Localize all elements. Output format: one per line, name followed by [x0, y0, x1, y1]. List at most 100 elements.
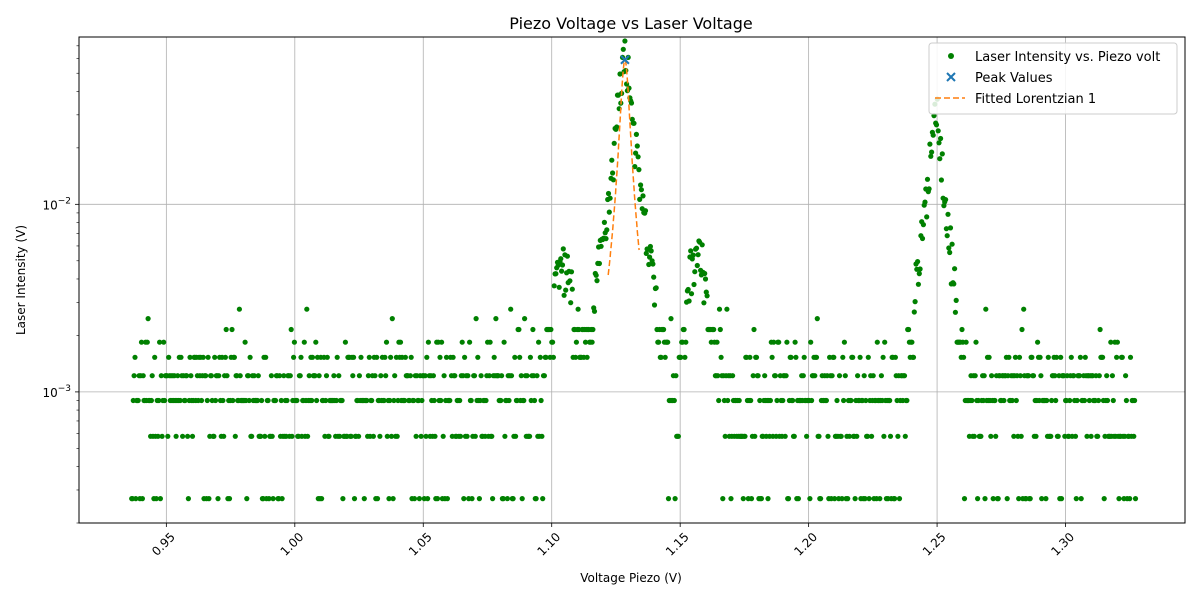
data-point — [607, 195, 613, 201]
data-point — [465, 373, 471, 379]
data-point — [441, 373, 447, 379]
data-point — [268, 373, 274, 379]
data-point — [323, 373, 330, 379]
fitted-lorentzian-line — [607, 58, 640, 276]
peak-marker — [620, 55, 630, 65]
data-point — [795, 496, 802, 502]
data-point — [825, 433, 831, 439]
data-point — [390, 496, 396, 502]
data-point — [1101, 496, 1107, 502]
data-point — [647, 243, 654, 250]
data-point — [153, 496, 159, 502]
data-point — [350, 373, 356, 379]
data-point — [650, 261, 656, 267]
data-point — [1044, 397, 1050, 404]
data-point — [527, 354, 534, 360]
data-point — [294, 397, 300, 404]
data-point — [1033, 433, 1039, 439]
data-point — [596, 260, 603, 267]
data-point — [356, 433, 362, 439]
data-point — [1058, 496, 1065, 502]
data-point — [284, 397, 290, 404]
data-point — [1052, 373, 1058, 379]
data-point — [593, 272, 599, 278]
legend: Laser Intensity vs. Piezo volt Peak Valu… — [928, 42, 1178, 115]
data-point — [784, 339, 790, 345]
data-point — [178, 354, 184, 360]
data-point — [807, 496, 813, 502]
data-point — [591, 308, 598, 314]
data-point — [874, 339, 880, 345]
data-point — [711, 326, 717, 333]
data-point — [249, 433, 255, 439]
data-point — [944, 233, 950, 239]
data-point — [230, 397, 236, 404]
data-point — [683, 339, 689, 345]
data-point — [513, 433, 519, 439]
data-point — [1012, 354, 1019, 360]
data-point — [439, 339, 445, 345]
data-point — [550, 354, 557, 360]
data-point — [648, 248, 654, 254]
data-point — [943, 197, 949, 203]
data-point — [242, 339, 248, 345]
data-point — [389, 316, 395, 322]
data-point — [1018, 433, 1024, 439]
data-point — [538, 397, 544, 404]
data-point — [388, 354, 394, 360]
data-point — [892, 354, 899, 360]
data-point — [631, 120, 637, 126]
data-point — [266, 496, 272, 502]
data-point — [952, 266, 958, 272]
data-point — [854, 433, 860, 439]
data-point — [938, 135, 944, 142]
data-point — [594, 278, 600, 284]
data-point — [530, 326, 536, 333]
data-point — [1049, 397, 1055, 404]
data-point — [767, 397, 774, 404]
data-point — [457, 433, 464, 439]
data-point — [841, 339, 848, 345]
data-point — [392, 373, 398, 379]
data-point — [975, 496, 981, 502]
data-point — [582, 339, 589, 345]
data-point — [1013, 397, 1019, 404]
data-point — [490, 496, 496, 502]
data-point — [467, 339, 473, 345]
data-point — [919, 235, 926, 242]
data-point — [356, 373, 362, 379]
data-point — [1027, 496, 1033, 502]
data-point — [437, 354, 443, 360]
data-point — [351, 496, 358, 502]
data-point — [928, 153, 934, 159]
data-point — [553, 271, 559, 277]
data-point — [1048, 433, 1054, 439]
data-point — [924, 176, 931, 182]
data-point — [413, 433, 419, 439]
data-point — [519, 496, 525, 502]
data-point — [131, 373, 137, 379]
data-point — [254, 397, 261, 404]
data-point — [374, 496, 381, 502]
data-point — [270, 496, 276, 502]
data-point — [788, 354, 794, 360]
data-point — [177, 397, 183, 404]
data-point — [671, 397, 677, 404]
data-point — [418, 433, 424, 439]
data-point — [892, 496, 898, 502]
data-point — [306, 373, 312, 379]
data-point — [471, 373, 478, 379]
data-point — [832, 496, 838, 502]
data-point — [973, 339, 979, 345]
data-point — [541, 373, 548, 379]
data-point — [223, 326, 229, 333]
data-point — [620, 46, 626, 52]
data-point — [839, 496, 845, 502]
data-point — [814, 316, 820, 322]
data-point — [265, 397, 271, 404]
data-point — [1114, 354, 1120, 360]
data-point — [978, 433, 984, 439]
data-point — [662, 354, 668, 360]
data-point — [695, 252, 701, 258]
data-point — [498, 397, 504, 404]
